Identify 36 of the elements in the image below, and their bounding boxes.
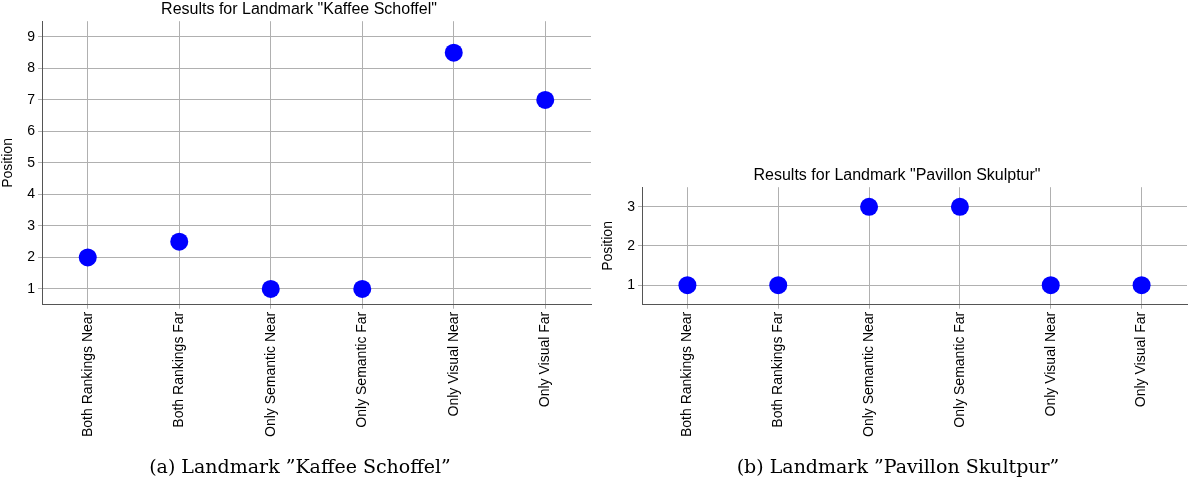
x-tick-label: Only Semantic Near <box>261 311 278 437</box>
point <box>78 248 97 267</box>
y-tick-label: 1 <box>627 275 636 292</box>
y-tick-label: 3 <box>27 216 36 233</box>
y-tick-label: 4 <box>27 185 36 202</box>
text: (a) Landmark ”Kaffee Schoffel” <box>148 455 452 477</box>
x-tick-label: Only Semantic Far <box>950 311 967 428</box>
y-tick-label: 1 <box>27 279 36 296</box>
y-tick-label: 2 <box>27 248 36 265</box>
y-axis-title: Position <box>0 138 16 188</box>
point <box>170 232 189 251</box>
y-tick-label: 6 <box>27 122 36 139</box>
x-tick-label: Both Rankings Far <box>170 311 187 428</box>
x-tick-label: Only Visual Near <box>1041 311 1058 417</box>
x-tick-label: Both Rankings Far <box>769 311 786 428</box>
point <box>261 279 280 298</box>
x-tick-label: Only Semantic Far <box>353 311 370 428</box>
x-tick-label: Only Visual Far <box>1132 311 1149 408</box>
y-tick-label: 8 <box>27 59 36 76</box>
point <box>536 90 555 109</box>
y-tick-label: 5 <box>27 153 36 170</box>
chart-title: Results for Landmark "Kaffee Schoffel" <box>161 0 437 18</box>
y-tick-label: 9 <box>27 27 36 44</box>
y-axis-title: Position <box>599 221 616 271</box>
chart-title: Results for Landmark "Pavillon Skulptur" <box>753 166 1041 184</box>
x-tick-label: Both Rankings Near <box>78 311 95 438</box>
x-tick-label: Both Rankings Near <box>678 311 695 438</box>
text: (b) Landmark ”Pavillon Skultpur” <box>735 455 1061 477</box>
point <box>444 43 463 62</box>
x-tick-label: Only Visual Far <box>536 311 553 408</box>
y-tick-label: 2 <box>627 236 636 253</box>
point <box>353 279 372 298</box>
y-tick-label: 7 <box>27 90 36 107</box>
x-tick-label: Only Visual Near <box>444 311 461 417</box>
x-tick-label: Only Semantic Near <box>859 311 876 437</box>
y-tick-label: 3 <box>627 197 636 214</box>
